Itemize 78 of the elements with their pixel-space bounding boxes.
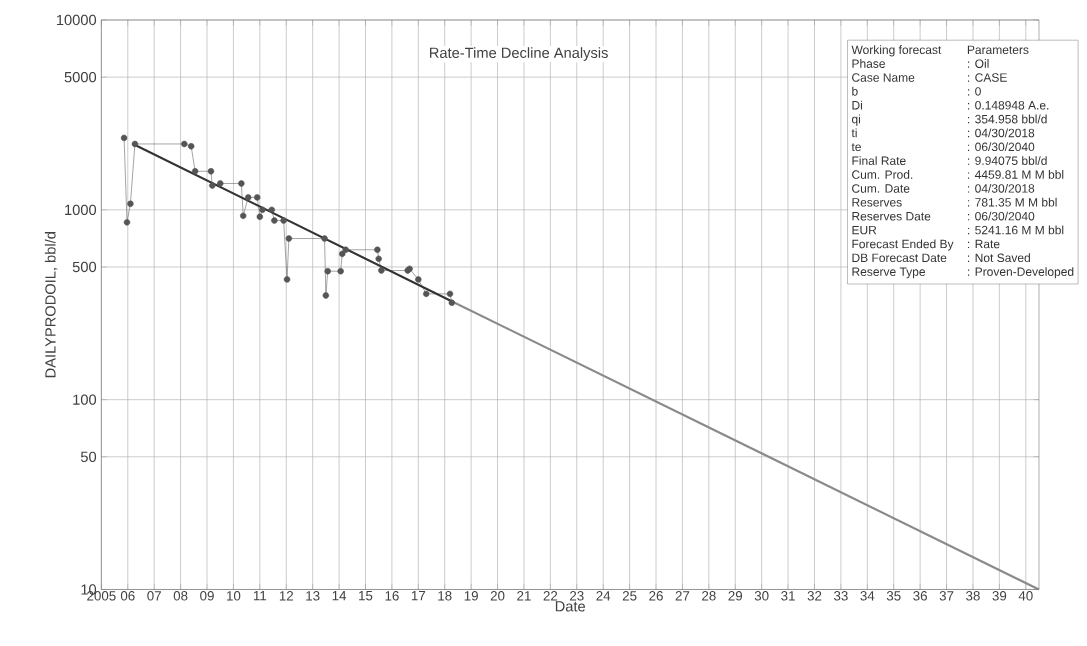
x-tick-label: 06 — [120, 591, 135, 601]
annotation: EUR — [852, 226, 877, 235]
annotation: : 0 — [967, 87, 981, 96]
x-tick-label: 39 — [992, 591, 1007, 601]
annotation: Cum. Date — [852, 184, 910, 193]
y-tick-label: 10000 — [56, 15, 97, 26]
x-tick-label: 29 — [728, 591, 743, 601]
annotation: Rate-Time Decline Analysis — [430, 47, 608, 62]
annotation: Reserves Date — [852, 212, 931, 221]
annotation: Working forecast — [851, 45, 942, 57]
y-tick-label: 100 — [73, 394, 97, 406]
annotation: : 04/30/2018 — [967, 128, 1035, 138]
x-tick-label: 13 — [306, 591, 320, 601]
annotation: b — [852, 87, 858, 96]
annotation: : 9.94075 bbl/d — [967, 156, 1047, 166]
annotation: Reserves — [852, 198, 902, 207]
annotation: qi — [851, 114, 861, 126]
x-tick-label: 26 — [649, 591, 663, 601]
annotation: Di — [852, 100, 863, 110]
x-tick-label: 38 — [966, 591, 980, 601]
x-tick-label: 37 — [939, 591, 954, 601]
x-tick-label: 31 — [781, 591, 795, 601]
x-tick-label: 09 — [200, 591, 214, 601]
x-tick-label: 36 — [913, 591, 927, 601]
annotation: : 4459.81 M M bbl — [967, 170, 1064, 180]
annotation: : Rate — [967, 240, 1000, 249]
annotation: : 0.148948 A.e. — [967, 101, 1049, 110]
x-tick-label: 25 — [622, 591, 637, 601]
x-tick-label: 18 — [438, 591, 452, 601]
y-tick-label: 50 — [80, 451, 97, 463]
annotation: : Oil — [967, 59, 989, 69]
annotation: : 06/30/2040 — [967, 211, 1035, 221]
y-tick-label: 1000 — [65, 204, 97, 216]
x-tick-label: 10 — [227, 591, 241, 601]
annotation: : CASE — [967, 73, 1007, 83]
x-tick-label: 20 — [490, 591, 505, 601]
annotation: : 781.35 M M bbl — [967, 198, 1057, 207]
annotation: : 5241.16 M M bbl — [967, 225, 1064, 235]
x-tick-label: 11 — [253, 591, 267, 601]
x-tick-label: 16 — [385, 591, 399, 601]
y-axis-title: DAILYPRODOIL, bbl/d — [44, 232, 58, 378]
x-tick-label: 35 — [886, 591, 901, 601]
x-tick-label: 12 — [279, 591, 294, 601]
annotation: DB Forecast Date — [852, 253, 947, 263]
x-tick-label: 24 — [596, 591, 611, 601]
x-tick-label: 34 — [860, 591, 875, 601]
annotation: : Not Saved — [967, 253, 1030, 263]
x-tick-label: 27 — [675, 591, 690, 601]
annotation: Cum. Prod. — [852, 170, 913, 180]
x-tick-label: 14 — [332, 591, 347, 601]
x-tick-label: 30 — [754, 591, 769, 601]
annotation: Final Rate — [852, 156, 906, 166]
x-tick-label: 19 — [464, 591, 478, 601]
annotation: Phase — [852, 59, 885, 69]
x-tick-label: 23 — [570, 591, 584, 601]
annotation: Reserve Type — [852, 267, 926, 279]
x-tick-label: 07 — [147, 591, 161, 601]
y-tick-label: 5000 — [64, 72, 97, 83]
annotation: Parameters — [967, 45, 1029, 55]
annotation: Forecast Ended By — [852, 239, 954, 251]
x-tick-label: 40 — [1018, 591, 1033, 601]
x-tick-label: 33 — [833, 591, 848, 601]
x-tick-label: 08 — [173, 591, 188, 601]
annotation: : Proven-Developed — [967, 267, 1074, 279]
annotation: te — [851, 143, 861, 152]
x-tick-label: 22 — [543, 591, 558, 601]
x-tick-label: 15 — [359, 591, 373, 601]
annotation: : 354.958 bbl/d — [967, 114, 1047, 124]
y-tick-label: 500 — [72, 262, 97, 273]
annotation: ti — [851, 128, 857, 138]
x-tick-label: 28 — [702, 591, 716, 601]
annotation: : 06/30/2040 — [967, 142, 1035, 152]
x-tick-label: 32 — [807, 591, 822, 601]
annotation: : 04/30/2018 — [967, 184, 1035, 193]
x-tick-label: 17 — [411, 591, 426, 601]
annotation: Case Name — [852, 73, 915, 83]
x-axis-title: Date — [555, 601, 586, 612]
x-tick-label: 21 — [517, 591, 531, 601]
